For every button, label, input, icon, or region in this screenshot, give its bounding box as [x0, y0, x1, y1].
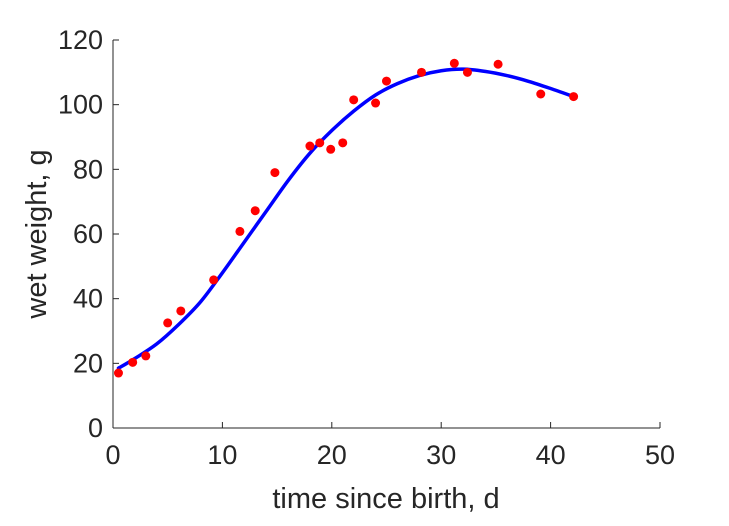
data-point — [382, 76, 391, 86]
y-tick-label: 20 — [73, 348, 103, 378]
data-point — [250, 206, 260, 216]
y-tick-label: 60 — [73, 219, 103, 249]
data-point — [141, 351, 151, 361]
x-tick-label: 10 — [207, 440, 237, 470]
fit-curve — [116, 67, 576, 370]
y-tick-label: 40 — [73, 284, 103, 314]
data-point — [209, 275, 219, 285]
y-tick-label: 80 — [73, 154, 103, 184]
data-point — [493, 59, 503, 69]
data-point — [536, 89, 546, 99]
data-point — [462, 67, 472, 77]
x-tick-label: 20 — [317, 440, 347, 470]
data-point — [349, 95, 359, 105]
data-point — [417, 67, 427, 77]
fit-curve-layer — [116, 67, 576, 370]
x-tick-label: 0 — [105, 440, 120, 470]
x-axis-label: time since birth, d — [272, 483, 499, 515]
data-point — [176, 306, 186, 316]
y-axis-label: wet weight, g — [21, 149, 53, 319]
data-point — [163, 318, 173, 328]
data-point — [371, 98, 381, 108]
axes: 0 10 20 30 40 50 0 20 40 60 80 100 120 — [58, 25, 675, 470]
x-tick-label: 40 — [536, 440, 566, 470]
x-tick-label: 30 — [426, 440, 456, 470]
data-point — [569, 92, 579, 102]
y-tick-label: 0 — [88, 413, 103, 443]
data-point — [315, 138, 325, 148]
y-tick-label: 100 — [58, 90, 103, 120]
data-point — [128, 357, 138, 367]
data-point — [326, 144, 336, 154]
x-tick-label: 50 — [645, 440, 675, 470]
data-point — [113, 368, 123, 378]
data-point — [270, 168, 280, 178]
data-point — [449, 58, 459, 68]
y-tick-label: 120 — [58, 25, 103, 55]
data-point — [235, 226, 245, 236]
data-points-layer — [113, 58, 579, 378]
data-point — [338, 138, 348, 148]
data-point — [305, 141, 315, 151]
